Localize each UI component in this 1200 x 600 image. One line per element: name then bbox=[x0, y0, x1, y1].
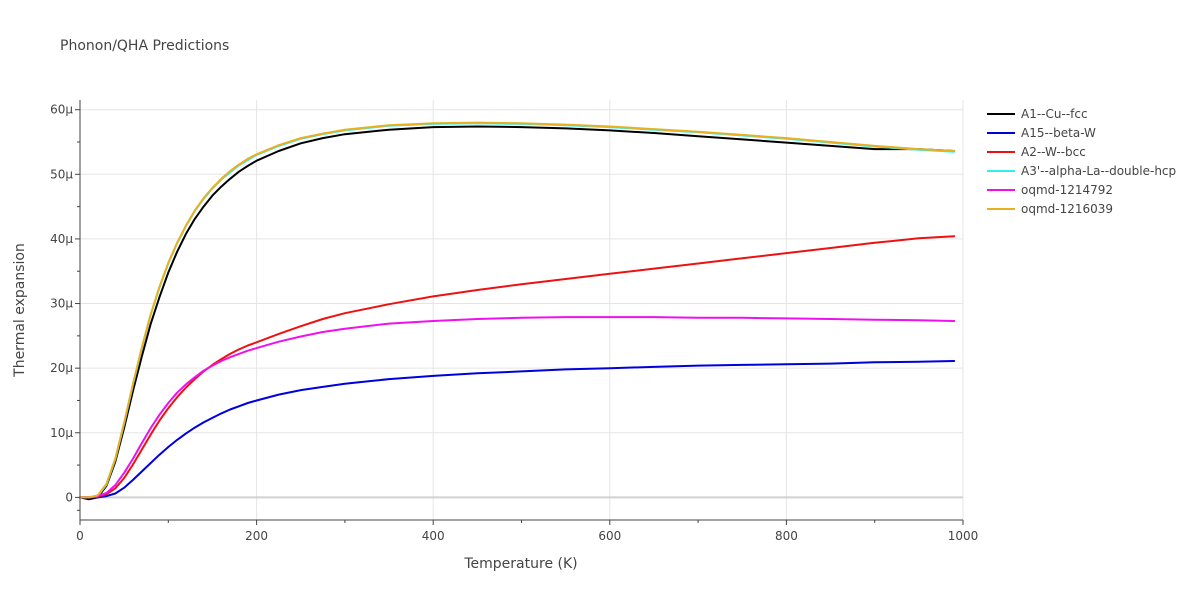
legend-label[interactable]: A3'--alpha-La--double-hcp bbox=[1021, 164, 1176, 178]
y-tick-label: 20μ bbox=[50, 361, 73, 375]
x-tick-label: 200 bbox=[245, 529, 268, 543]
x-tick-label: 1000 bbox=[948, 529, 979, 543]
x-tick-label: 800 bbox=[775, 529, 798, 543]
y-tick-label: 40μ bbox=[50, 232, 73, 246]
y-axis-title: Thermal expansion bbox=[12, 243, 28, 378]
series-line-5 bbox=[79, 121, 956, 499]
x-tick-label: 0 bbox=[76, 529, 84, 543]
x-axis-title: Temperature (K) bbox=[463, 556, 577, 572]
y-tick-label: 10μ bbox=[50, 426, 73, 440]
legend-label[interactable]: A2--W--bcc bbox=[1021, 145, 1086, 159]
series-lines bbox=[79, 121, 956, 501]
y-axis-ticks: 0 10μ 20μ 30μ 40μ 50μ 60μ bbox=[50, 103, 80, 511]
legend-label[interactable]: oqmd-1214792 bbox=[1021, 183, 1113, 197]
x-axis-ticks: 0 200 400 600 800 1000 bbox=[76, 520, 978, 543]
legend-label[interactable]: A15--beta-W bbox=[1021, 126, 1096, 140]
series-line-4 bbox=[79, 316, 956, 499]
y-tick-label: 50μ bbox=[50, 167, 73, 181]
x-tick-label: 600 bbox=[598, 529, 621, 543]
y-tick-label: 0 bbox=[65, 490, 73, 504]
legend-label[interactable]: oqmd-1216039 bbox=[1021, 202, 1113, 216]
chart-title: Phonon/QHA Predictions bbox=[60, 38, 229, 54]
series-line-2 bbox=[79, 235, 956, 499]
series-line-0 bbox=[79, 125, 956, 501]
y-tick-label: 30μ bbox=[50, 297, 73, 311]
x-tick-label: 400 bbox=[422, 529, 445, 543]
series-line-1 bbox=[79, 360, 956, 499]
grid-lines bbox=[80, 100, 964, 520]
legend-label[interactable]: A1--Cu--fcc bbox=[1021, 107, 1088, 121]
legend: A1--Cu--fcc A15--beta-W A2--W--bcc A3'--alp… bbox=[987, 107, 1176, 216]
y-tick-label: 60μ bbox=[50, 103, 73, 117]
series-line-3 bbox=[79, 122, 956, 499]
